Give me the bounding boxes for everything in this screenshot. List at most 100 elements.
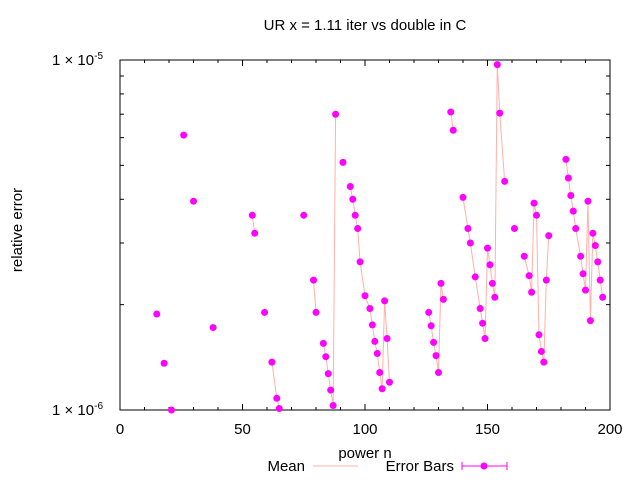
mean-segment bbox=[357, 228, 361, 262]
error-bar-point bbox=[586, 317, 594, 325]
error-bar-point bbox=[596, 276, 604, 284]
mean-segment bbox=[462, 197, 469, 229]
mean-segment bbox=[381, 300, 386, 389]
mean-segment bbox=[469, 242, 476, 277]
error-bar-point bbox=[510, 225, 518, 233]
mean-segment bbox=[313, 280, 317, 313]
error-bar-point bbox=[481, 335, 489, 343]
error-bar-point bbox=[599, 293, 607, 301]
error-bar-point bbox=[310, 276, 318, 284]
error-bar-point bbox=[476, 304, 484, 312]
y-tick-label: 1 × 10-6 bbox=[52, 401, 103, 419]
error-bar-point bbox=[346, 183, 354, 191]
mean-segment bbox=[384, 300, 388, 339]
error-bar-point bbox=[209, 324, 217, 332]
error-bar-point bbox=[545, 232, 553, 240]
error-bar-point bbox=[378, 385, 386, 393]
y-tick-exponent: -6 bbox=[94, 401, 103, 412]
error-bar-point bbox=[577, 252, 585, 260]
error-bar-point bbox=[533, 211, 540, 219]
error-bar-point bbox=[268, 358, 276, 366]
x-axis-label: power n bbox=[338, 445, 391, 462]
error-bar-point bbox=[496, 109, 504, 117]
error-bar-point bbox=[190, 197, 197, 205]
error-bar-point bbox=[464, 225, 472, 233]
error-bar-point bbox=[572, 225, 580, 233]
error-bar-point bbox=[373, 350, 381, 358]
error-bar-point bbox=[371, 337, 379, 345]
error-bar-point bbox=[319, 339, 327, 347]
error-bar-point bbox=[435, 368, 442, 376]
error-bar-point bbox=[354, 225, 362, 233]
mean-segment bbox=[496, 64, 501, 114]
error-bar-point bbox=[537, 347, 545, 355]
error-bar-points bbox=[153, 61, 607, 414]
mean-segment bbox=[332, 114, 337, 406]
error-bar-point bbox=[322, 353, 330, 361]
error-bar-point bbox=[366, 304, 374, 312]
minor-ticks bbox=[120, 60, 610, 410]
error-bar-point bbox=[569, 207, 577, 215]
error-bar-point bbox=[493, 61, 501, 69]
error-bar-point bbox=[275, 404, 283, 412]
x-tick-label: 0 bbox=[116, 421, 124, 438]
error-bar-point bbox=[251, 229, 259, 237]
error-bar-point bbox=[542, 276, 550, 284]
mean-segment bbox=[543, 280, 547, 363]
error-bar-point bbox=[248, 211, 256, 219]
error-bar-point bbox=[466, 239, 474, 247]
mean-segment bbox=[438, 283, 442, 373]
mean-segment bbox=[575, 228, 582, 257]
mean-segment bbox=[359, 261, 366, 296]
error-bar-point bbox=[447, 108, 455, 116]
error-bar-point bbox=[562, 155, 570, 163]
mean-segment bbox=[386, 338, 390, 383]
error-bar-point bbox=[324, 370, 332, 378]
error-bar-point bbox=[501, 177, 509, 185]
error-bar-point bbox=[180, 131, 188, 139]
error-bar-point bbox=[167, 406, 175, 414]
error-bar-point bbox=[439, 295, 447, 303]
error-bar-point bbox=[591, 242, 599, 250]
mean-segment bbox=[474, 276, 481, 309]
y-tick-mantissa: 1 × 10 bbox=[52, 402, 94, 419]
error-bar-point bbox=[273, 394, 281, 402]
error-bar-point bbox=[327, 386, 335, 394]
error-bar-point bbox=[383, 335, 391, 343]
chart-title: UR x = 1.11 iter vs double in C bbox=[264, 17, 467, 34]
error-bar-point bbox=[312, 308, 320, 316]
mean-segment bbox=[585, 201, 589, 291]
error-bar-point bbox=[528, 288, 536, 296]
error-bar-point bbox=[153, 310, 161, 318]
mean-segment bbox=[536, 215, 540, 335]
error-bar-point bbox=[300, 211, 308, 219]
error-bar-point bbox=[425, 308, 433, 316]
error-bar-point bbox=[459, 193, 467, 201]
y-tick-mantissa: 1 × 10 bbox=[52, 52, 94, 69]
x-tick-label: 100 bbox=[352, 421, 377, 438]
error-bar-point bbox=[488, 279, 496, 287]
legend-swatch-error-bars-marker bbox=[480, 462, 488, 470]
error-bar-point bbox=[449, 126, 457, 134]
plot-area: 0 50 100 150 200 1 × 10-61 × 10-5 bbox=[52, 51, 623, 438]
error-bar-point bbox=[356, 258, 364, 266]
error-bar-point bbox=[376, 368, 384, 376]
mean-segment bbox=[545, 235, 550, 281]
x-ticks: 0 50 100 150 200 bbox=[116, 60, 623, 438]
error-bar-point bbox=[339, 158, 347, 166]
error-bar-point bbox=[486, 261, 494, 269]
legend-label-error-bars: Error Bars bbox=[386, 458, 454, 475]
error-bar-point bbox=[386, 378, 393, 386]
mean-segment bbox=[499, 113, 506, 182]
error-bar-point bbox=[160, 359, 168, 367]
error-bar-point bbox=[381, 297, 389, 305]
error-bar-point bbox=[329, 402, 337, 410]
x-tick-label: 150 bbox=[475, 421, 500, 438]
mean-segment bbox=[271, 362, 278, 399]
error-bar-point bbox=[484, 244, 491, 252]
error-bar-point bbox=[530, 199, 538, 207]
error-bar-point bbox=[520, 252, 528, 260]
error-bar-point bbox=[582, 286, 589, 294]
error-bar-point bbox=[361, 292, 369, 300]
